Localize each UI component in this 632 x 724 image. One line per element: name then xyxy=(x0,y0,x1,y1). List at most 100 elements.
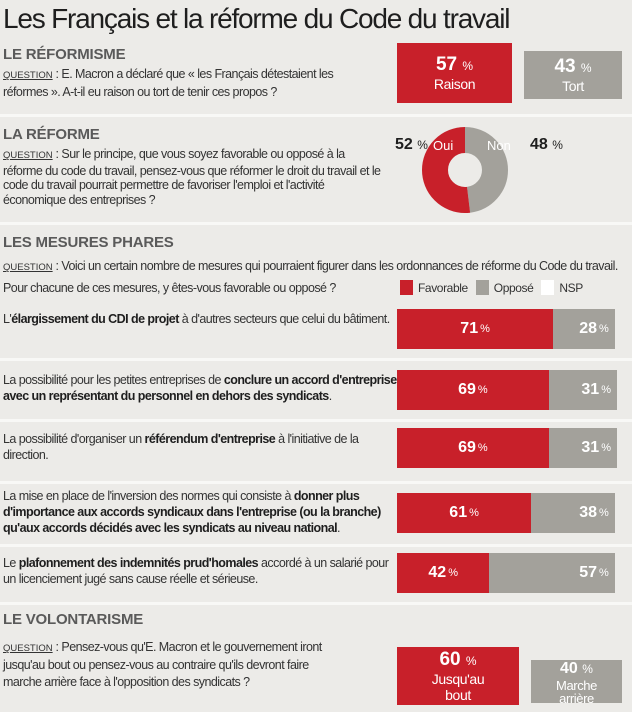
question-label: QUESTION xyxy=(3,150,53,161)
value: 40 xyxy=(560,659,578,677)
bar-segment-oppose: 31% xyxy=(548,370,617,410)
bar-segment-oppose: 57% xyxy=(489,553,615,593)
measure-text: L'élargissement du CDI de projet à d'aut… xyxy=(3,311,398,327)
answer-box-marche-arriere: 40 % Marche arrière xyxy=(531,659,622,706)
divider xyxy=(0,481,632,484)
unit: % xyxy=(465,653,477,668)
measure-text-post: à l'initiative de la direction. xyxy=(3,432,359,462)
unit: % xyxy=(477,384,488,396)
measure-text-post: à d'autres secteurs que celui du bâtimen… xyxy=(178,312,390,326)
stacked-bar: 69% 31% xyxy=(397,428,617,468)
bar-label-favorable: 69 xyxy=(458,439,476,456)
measure-text-bold: référendum d'entreprise xyxy=(144,432,276,446)
divider xyxy=(0,358,632,361)
question-text: E. Macron a déclaré que « les Français d… xyxy=(3,67,334,99)
bar-segment-oppose: 31% xyxy=(548,428,617,468)
unit: % xyxy=(469,507,479,519)
measure-text-pre: La possibilité pour les petites entrepri… xyxy=(3,373,224,387)
unit: % xyxy=(580,60,592,75)
label: Marche arrière xyxy=(556,677,597,706)
stacked-bar: 69% 31% xyxy=(397,370,617,410)
stacked-bar: 42% 57% xyxy=(397,553,617,593)
bar-label-oppose: 31 xyxy=(581,381,600,398)
divider xyxy=(0,544,632,547)
legend-swatch-oppose xyxy=(475,280,489,295)
question-reformisme: QUESTION : E. Macron a déclaré que « les… xyxy=(3,67,334,99)
bar-segment-oppose: 38% xyxy=(531,493,615,533)
section-heading-volontarisme: LE VOLONTARISME xyxy=(3,611,144,628)
unit: % xyxy=(417,138,428,152)
question-text: Pensez-vous qu'E. Macron et le gouvernem… xyxy=(3,640,322,689)
legend-label: Opposé xyxy=(493,280,534,295)
divider xyxy=(0,602,632,605)
unit: % xyxy=(480,323,490,335)
legend-label: Favorable xyxy=(418,280,468,295)
divider xyxy=(0,222,632,225)
unit: % xyxy=(599,323,609,335)
measure-text-pre: Le xyxy=(3,556,19,570)
bar-label-oppose: 38 xyxy=(579,504,597,521)
donut-slice-oui xyxy=(422,127,508,213)
unit: % xyxy=(599,567,609,579)
measure-text-post: . xyxy=(328,389,332,403)
bar-segment-favorable: 69% xyxy=(397,428,549,468)
legend-label: NSP xyxy=(559,280,583,295)
section-heading-reformisme: LE RÉFORMISME xyxy=(3,46,126,63)
unit: % xyxy=(601,442,611,454)
value: 57 xyxy=(435,53,458,75)
unit: % xyxy=(582,661,593,676)
answer-box-jusquau-bout: 60 % Jusqu'au bout xyxy=(397,647,519,705)
donut-label-oui: Oui xyxy=(433,138,454,153)
measure-text-bold: plafonnement des indemnités prud'homales xyxy=(18,556,259,570)
bar-segment-favorable: 42% xyxy=(397,553,490,593)
legend: Favorable Opposé NSP xyxy=(400,280,591,295)
section-heading-mesures: LES MESURES PHARES xyxy=(3,234,174,251)
unit: % xyxy=(601,384,611,396)
label: Raison xyxy=(433,75,476,92)
footer-strip xyxy=(0,712,632,724)
value: 52 xyxy=(395,136,413,153)
donut-value-non: 48 % xyxy=(530,136,563,154)
question-volontarisme: QUESTION : Pensez-vous qu'E. Macron et l… xyxy=(3,640,322,689)
stacked-bar: 61% 38% xyxy=(397,493,617,533)
legend-swatch-favorable xyxy=(400,280,413,295)
value: 60 xyxy=(439,648,461,670)
bar-label-favorable: 71 xyxy=(460,320,479,337)
answer-box-raison: 57 % Raison xyxy=(397,43,512,103)
divider xyxy=(0,419,632,422)
measure-text: La mise en place de l'inversion des norm… xyxy=(3,488,398,536)
question-label: QUESTION xyxy=(3,262,53,273)
value: 43 xyxy=(554,55,576,77)
bar-segment-favorable: 69% xyxy=(397,370,549,410)
measure-text: La possibilité pour les petites entrepri… xyxy=(3,372,398,404)
bar-label-oppose: 57 xyxy=(579,564,597,581)
unit: % xyxy=(552,138,563,152)
page-title: Les Français et la réforme du Code du tr… xyxy=(3,3,510,34)
unit: % xyxy=(477,442,488,454)
question-label: QUESTION xyxy=(3,70,53,81)
measure-text: Le plafonnement des indemnités prud'homa… xyxy=(3,555,398,587)
measure-text-bold: élargissement du CDI de projet xyxy=(11,312,179,326)
unit: % xyxy=(462,58,474,73)
value: 48 xyxy=(530,136,548,153)
measure-text-pre: L' xyxy=(3,312,12,326)
measure-text-pre: La mise en place de l'inversion des norm… xyxy=(3,489,294,503)
donut-label-non: Non xyxy=(487,138,511,153)
donut-chart xyxy=(422,127,508,213)
bar-label-favorable: 42 xyxy=(428,564,447,581)
section-heading-reforme: LA RÉFORME xyxy=(3,126,100,143)
measure-text: La possibilité d'organiser un référendum… xyxy=(3,431,398,463)
bar-segment-favorable: 71% xyxy=(397,309,554,349)
bar-label-oppose: 28 xyxy=(579,320,597,337)
question-text: Sur le principe, que vous soyez favorabl… xyxy=(3,147,381,207)
bar-label-favorable: 61 xyxy=(449,504,468,521)
donut-value-oui: 52 % xyxy=(395,136,428,154)
bar-label-oppose: 31 xyxy=(581,439,600,456)
question-reforme: QUESTION : Sur le principe, que vous soy… xyxy=(3,147,381,207)
label: Tort xyxy=(562,77,584,94)
bar-label-favorable: 69 xyxy=(458,381,476,398)
bar-segment-favorable: 61% xyxy=(397,493,532,533)
unit: % xyxy=(599,507,609,519)
bar-segment-oppose: 28% xyxy=(553,309,615,349)
measure-text-bold: conclure un accord d'entreprise avec un … xyxy=(3,373,397,403)
